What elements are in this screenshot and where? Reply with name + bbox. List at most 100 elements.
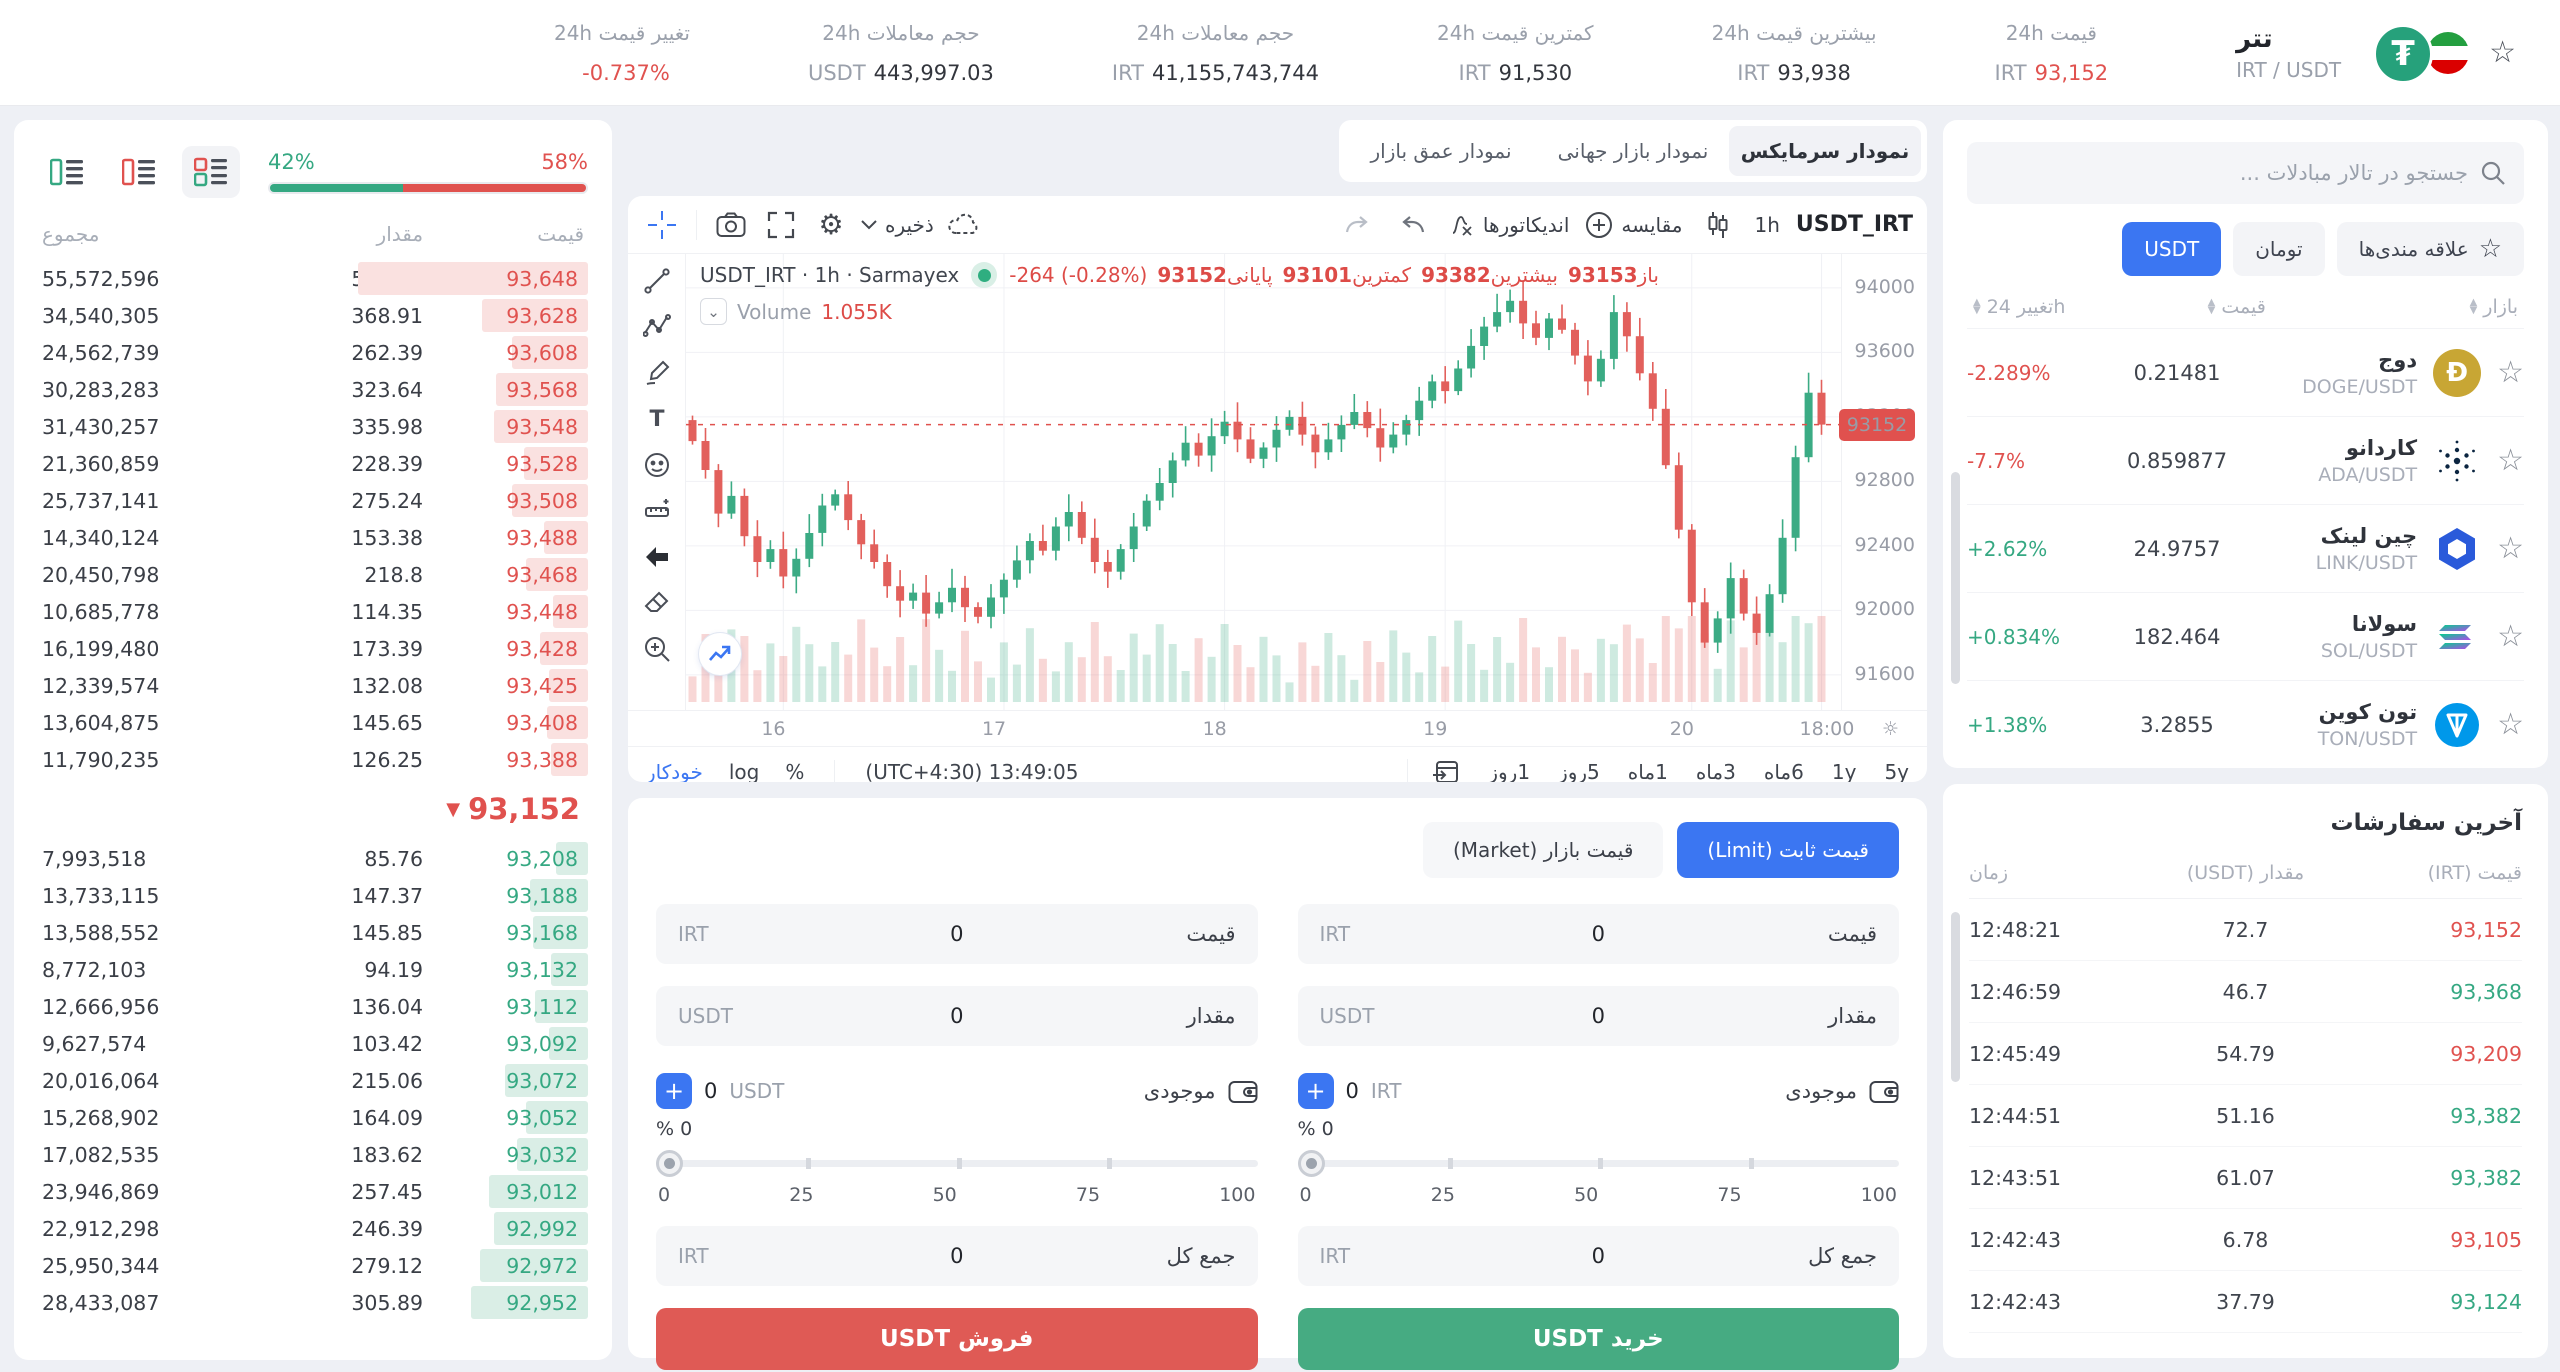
orderbook-row[interactable]: 12,339,574 132.08 93,425 bbox=[38, 667, 588, 704]
star-icon[interactable]: ☆ bbox=[2497, 531, 2524, 566]
orderbook-row[interactable]: 14,340,124 153.38 93,488 bbox=[38, 519, 588, 556]
market-filter-tab-2[interactable]: USDT bbox=[2122, 222, 2222, 276]
order-row[interactable]: 93,105 6.78 12:42:43 bbox=[1969, 1209, 2522, 1271]
orders-scrollbar[interactable] bbox=[1951, 912, 1960, 1082]
camera-icon[interactable] bbox=[711, 205, 751, 245]
range-button-0[interactable]: 1روز bbox=[1488, 759, 1531, 783]
star-icon[interactable]: ☆ bbox=[2497, 619, 2524, 654]
search-input[interactable] bbox=[1985, 161, 2468, 185]
orderbook-view-asks-button[interactable] bbox=[110, 146, 168, 198]
back-arrow-icon[interactable] bbox=[635, 536, 679, 578]
chart-tab-0[interactable]: نمودار سرمایکس bbox=[1729, 126, 1921, 176]
sort-market[interactable]: بازار ▲ ▼ bbox=[2469, 296, 2518, 318]
percent-scale-button[interactable]: % bbox=[785, 759, 805, 783]
undo-icon[interactable] bbox=[1393, 205, 1433, 245]
sell-submit-button[interactable]: فروش USDT bbox=[656, 1308, 1258, 1370]
orderbook-row[interactable]: 17,082,535 183.62 93,032 bbox=[38, 1136, 588, 1173]
orderbook-row[interactable]: 9,627,574 103.42 93,092 bbox=[38, 1025, 588, 1062]
orderbook-row[interactable]: 10,685,778 114.35 93,448 bbox=[38, 593, 588, 630]
orderbook-view-bids-button[interactable] bbox=[38, 146, 96, 198]
orderbook-row[interactable]: 24,562,739 262.39 93,608 bbox=[38, 334, 588, 371]
range-button-5[interactable]: 1y bbox=[1831, 759, 1857, 783]
text-tool-icon[interactable]: T bbox=[635, 398, 679, 440]
buy-amount-slider[interactable] bbox=[1297, 1150, 1899, 1177]
order-type-tab-1[interactable]: قیمت بازار (Market) bbox=[1422, 822, 1664, 878]
orderbook-row[interactable]: 8,772,103 94.19 93,132 bbox=[38, 951, 588, 988]
compare-button[interactable]: مقایسه bbox=[1585, 211, 1682, 239]
star-icon[interactable]: ☆ bbox=[2497, 355, 2524, 390]
market-row-doge[interactable]: ☆ Ð دوج DOGE/USDT 0.21481 -2.289% bbox=[1967, 328, 2524, 416]
go-to-date-icon[interactable] bbox=[1407, 758, 1460, 782]
market-search[interactable] bbox=[1967, 142, 2524, 204]
order-row[interactable]: 93,382 51.16 12:44:51 bbox=[1969, 1085, 2522, 1147]
orderbook-row[interactable]: 28,433,087 305.89 92,952 bbox=[38, 1284, 588, 1321]
orderbook-row[interactable]: 13,588,552 145.85 93,168 bbox=[38, 914, 588, 951]
orderbook-row[interactable]: 21,360,859 228.39 93,528 bbox=[38, 445, 588, 482]
chart-tab-2[interactable]: نمودار عمق بازار bbox=[1370, 139, 1512, 163]
range-button-3[interactable]: 3ماه bbox=[1695, 759, 1736, 783]
orderbook-row[interactable]: 55,572,596593.4193,648 bbox=[38, 260, 588, 297]
last-price-row[interactable]: ▼ 93,152 bbox=[38, 778, 588, 840]
market-row-ton[interactable]: ☆ تون کوین TON/USDT 3.2855 +1.38% bbox=[1967, 680, 2524, 768]
orderbook-row[interactable]: 7,993,518 85.76 93,208 bbox=[38, 840, 588, 877]
orderbook-row[interactable]: 13,733,115 147.37 93,188 bbox=[38, 877, 588, 914]
buy-total-field[interactable]: جمع کل 0 IRT bbox=[1297, 1226, 1899, 1286]
orderbook-row[interactable]: 11,790,235 126.25 93,388 bbox=[38, 741, 588, 778]
chart-tab-1[interactable]: نمودار بازار جهانی bbox=[1557, 139, 1709, 163]
orderbook-row[interactable]: 12,666,956 136.04 93,112 bbox=[38, 988, 588, 1025]
range-button-4[interactable]: 6ماه bbox=[1763, 759, 1804, 783]
brush-tool-icon[interactable] bbox=[635, 352, 679, 394]
slider-handle[interactable] bbox=[1297, 1150, 1325, 1177]
market-row-ada[interactable]: ☆ کاردانو ADA/USDT 0.859877 -7.7% bbox=[1967, 416, 2524, 504]
save-layout-button[interactable]: ذخیره bbox=[861, 213, 934, 237]
order-type-tab-0[interactable]: قیمت ثابت (Limit) bbox=[1677, 822, 1899, 878]
pattern-tool-icon[interactable] bbox=[635, 306, 679, 348]
chart-plot[interactable]: USDT_IRT · 1h · Sarmayex باز93153 بیشتری… bbox=[686, 254, 1841, 710]
candles-style-icon[interactable] bbox=[1698, 205, 1738, 245]
orderbook-row[interactable]: 15,268,902 164.09 93,052 bbox=[38, 1099, 588, 1136]
sort-price[interactable]: قیمت ▲ ▼ bbox=[2207, 296, 2266, 318]
fullscreen-icon[interactable] bbox=[761, 205, 801, 245]
zoom-in-tool-icon[interactable] bbox=[635, 628, 679, 670]
shapes-tool-icon[interactable] bbox=[635, 444, 679, 486]
orderbook-row[interactable]: 23,946,869 257.45 93,012 bbox=[38, 1173, 588, 1210]
slider-handle[interactable] bbox=[656, 1150, 683, 1177]
clock-timezone[interactable]: (UTC+4:30) 13:49:05 bbox=[834, 759, 1079, 782]
orderbook-row[interactable]: 30,283,283 323.64 93,568 bbox=[38, 371, 588, 408]
orderbook-view-both-button[interactable] bbox=[182, 146, 240, 198]
measure-tool-icon[interactable] bbox=[635, 490, 679, 532]
volume-collapse-icon[interactable]: ⌄ bbox=[700, 298, 727, 325]
order-row[interactable]: 93,124 37.79 12:42:43 bbox=[1969, 1271, 2522, 1333]
orderbook-row[interactable]: 22,912,298 246.39 92,992 bbox=[38, 1210, 588, 1247]
star-icon[interactable]: ☆ bbox=[2497, 443, 2524, 478]
orderbook-row[interactable]: 31,430,257 335.98 93,548 bbox=[38, 408, 588, 445]
order-row[interactable]: 93,152 72.7 12:48:21 bbox=[1969, 899, 2522, 961]
markets-scrollbar[interactable] bbox=[1951, 472, 1960, 684]
trendline-tool-icon[interactable] bbox=[635, 260, 679, 302]
favorite-star-icon[interactable]: ☆ bbox=[2489, 35, 2516, 70]
deposit-plus-button[interactable]: + bbox=[656, 1073, 692, 1109]
time-axis[interactable]: ☼ 16 17 18 19 20 18:00 bbox=[628, 710, 1927, 746]
buy-submit-button[interactable]: خرید USDT bbox=[1297, 1308, 1899, 1370]
symbol-button[interactable]: USDT_IRT bbox=[1795, 212, 1913, 237]
orderbook-row[interactable]: 20,016,064 215.06 93,072 bbox=[38, 1062, 588, 1099]
eraser-tool-icon[interactable] bbox=[635, 582, 679, 624]
sell-price-field[interactable]: قیمت 0 IRT bbox=[656, 904, 1258, 964]
redo-icon[interactable] bbox=[1337, 205, 1377, 245]
market-row-link[interactable]: ☆ چین لینک LINK/USDT 24.9757 +2.62% bbox=[1967, 504, 2524, 592]
settings-gear-icon[interactable]: ⚙ bbox=[818, 208, 844, 241]
price-axis[interactable]: 9400093600932009280092400920009160093152 bbox=[1839, 254, 1927, 710]
interval-button[interactable]: 1h bbox=[1754, 212, 1780, 237]
star-icon[interactable]: ☆ bbox=[2497, 707, 2524, 742]
market-filter-tab-1[interactable]: تومان bbox=[2233, 222, 2325, 276]
deposit-plus-button[interactable]: + bbox=[1297, 1073, 1334, 1109]
range-button-6[interactable]: 5y bbox=[1884, 759, 1909, 783]
market-filter-tab-0[interactable]: ☆ علاقه مندی‌ها bbox=[2336, 222, 2524, 276]
sell-amount-field[interactable]: مقدار 0 USDT bbox=[656, 986, 1258, 1046]
axis-settings-icon[interactable]: ☼ bbox=[1881, 718, 1899, 740]
market-row-sol[interactable]: ☆ سولانا SOL/USDT 182.464 +0.834% bbox=[1967, 592, 2524, 680]
auto-scale-button[interactable]: خودکار bbox=[646, 759, 703, 783]
sell-amount-slider[interactable] bbox=[656, 1150, 1258, 1177]
range-button-2[interactable]: 1ماه bbox=[1627, 759, 1668, 783]
crosshair-icon[interactable] bbox=[642, 205, 682, 245]
